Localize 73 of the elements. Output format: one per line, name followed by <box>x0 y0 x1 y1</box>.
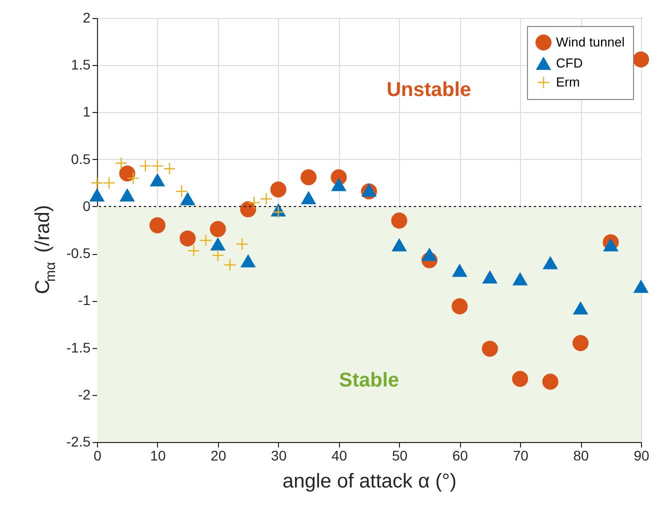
y-tick-label: 1 <box>82 104 91 120</box>
point <box>126 172 140 184</box>
point <box>543 256 558 270</box>
y-tick-label: -2 <box>78 386 91 402</box>
y-tick-label: -1.5 <box>66 339 91 356</box>
point <box>482 340 498 357</box>
x-tick-label: 20 <box>210 448 226 464</box>
point <box>422 248 437 261</box>
point <box>512 370 528 387</box>
point <box>240 254 256 268</box>
point <box>200 234 212 247</box>
annotation: Unstable <box>386 79 472 102</box>
point <box>180 192 195 206</box>
x-tick-label: 80 <box>573 448 590 464</box>
point <box>163 162 176 176</box>
legend-label: CFD <box>556 56 583 70</box>
point <box>151 160 164 172</box>
point <box>224 258 236 272</box>
point <box>301 192 316 204</box>
point <box>332 178 346 192</box>
y-tick-label: 1.5 <box>71 56 91 73</box>
y-axis-title: Cmα (/rad) <box>32 204 58 294</box>
y-tick-label: -2.5 <box>66 434 91 450</box>
point <box>90 176 104 190</box>
x-axis-title: angle of attack α (°) <box>282 470 457 492</box>
point <box>300 169 317 186</box>
point <box>210 238 226 250</box>
point <box>149 217 166 234</box>
point <box>270 181 286 198</box>
y-tick-label: 0 <box>82 198 91 214</box>
point <box>119 165 136 182</box>
point <box>114 156 128 170</box>
point <box>150 174 165 186</box>
y-tick-label: 0.5 <box>71 150 91 167</box>
point <box>240 201 256 218</box>
point <box>542 374 558 390</box>
point <box>175 185 188 198</box>
annotation: Stable <box>338 370 400 392</box>
y-tick-label: 2 <box>82 10 91 26</box>
point <box>120 188 134 202</box>
x-tick-label: 10 <box>150 448 166 464</box>
legend-label: Erm <box>556 74 580 90</box>
point <box>632 51 650 68</box>
point <box>634 280 648 293</box>
point <box>260 192 273 206</box>
point <box>512 272 528 286</box>
point <box>248 196 260 209</box>
point <box>604 238 618 252</box>
x-tick-label: 30 <box>271 448 287 464</box>
y-tick-label: -0.5 <box>66 245 91 262</box>
point <box>392 238 406 252</box>
point <box>452 298 468 314</box>
legend-label: Wind tunnel <box>556 34 625 50</box>
point <box>452 264 467 277</box>
point <box>102 176 116 190</box>
point <box>210 221 226 238</box>
x-tick-label: 50 <box>392 448 408 464</box>
point <box>573 302 588 315</box>
x-tick-label: 90 <box>634 448 650 464</box>
y-tick-label: -1 <box>78 292 91 308</box>
x-tick-label: 60 <box>452 448 468 464</box>
point <box>180 230 196 246</box>
point <box>482 270 498 284</box>
x-tick-label: 70 <box>512 448 529 464</box>
point <box>212 249 224 262</box>
x-tick-label: 0 <box>94 448 102 464</box>
point <box>236 238 248 250</box>
point <box>139 160 152 172</box>
point <box>391 212 408 229</box>
x-tick-label: 40 <box>331 448 348 464</box>
point <box>572 335 589 352</box>
point <box>187 244 200 258</box>
point <box>90 188 104 202</box>
